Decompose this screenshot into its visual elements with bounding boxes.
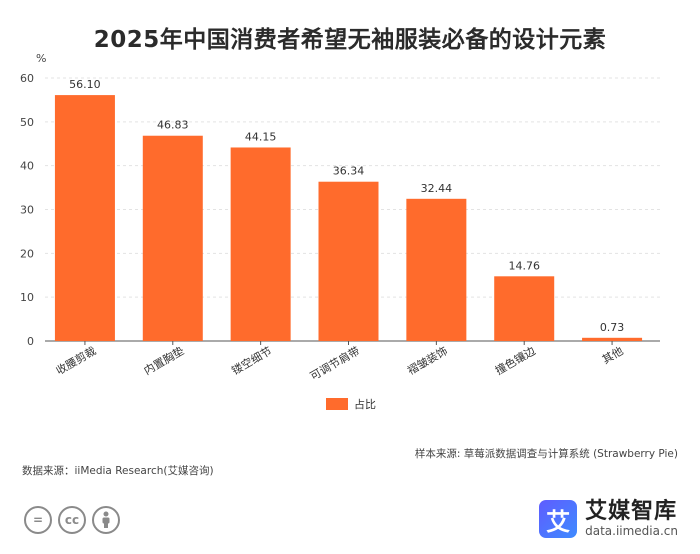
x-category-label: 可调节肩带 (307, 343, 362, 383)
x-category-label: 镂空细节 (229, 343, 274, 377)
chart-title: 2025年中国消费者希望无袖服装必备的设计元素 (93, 27, 607, 53)
x-category-label: 褶皱装饰 (405, 343, 450, 377)
bar[interactable] (494, 276, 555, 341)
y-tick-label: 0 (27, 335, 34, 348)
x-category-label: 其他 (600, 344, 626, 366)
attribution-icon (92, 506, 120, 534)
no-derivatives-icon: = (24, 506, 52, 534)
bar[interactable] (54, 95, 115, 341)
bar[interactable] (230, 147, 291, 341)
brand-name: 艾媒智库 (585, 499, 678, 525)
brand-url: data.iimedia.cn (585, 523, 678, 538)
bar-value-label: 36.34 (333, 165, 365, 178)
legend-swatch (326, 398, 348, 410)
bar-value-label: 44.15 (245, 130, 277, 143)
legend-label: 占比 (354, 398, 376, 411)
y-tick-label: 60 (20, 72, 34, 85)
brand-logo-icon: 艾 (539, 500, 578, 538)
x-category-label: 收腰剪裁 (53, 343, 98, 377)
bar-chart: % 0 10 20 30 40 50 60 56.10 收腰剪裁 46.83 内置胸垫 44.15 镂空… (20, 52, 660, 383)
y-tick-label: 10 (20, 291, 34, 304)
legend[interactable]: 占比 (326, 396, 376, 412)
bar[interactable] (142, 135, 203, 341)
license-icons: = cc (24, 506, 120, 534)
sample-source: 样本来源: 草莓派数据调查与计算系统 (Strawberry Pie) (414, 448, 678, 460)
bar-value-label: 32.44 (421, 182, 453, 195)
x-category-label: 内置胸垫 (141, 343, 186, 377)
y-tick-label: 50 (20, 116, 34, 129)
bar[interactable] (318, 181, 379, 341)
bar-value-label: 14.76 (508, 259, 540, 272)
data-source: 数据来源：iiMedia Research(艾媒咨询) (22, 465, 214, 477)
brand[interactable]: 艾 艾媒智库 data.iimedia.cn (539, 500, 678, 538)
y-axis-unit: % (36, 52, 46, 65)
bar-value-label: 0.73 (600, 321, 625, 334)
y-tick-label: 20 (20, 247, 34, 260)
y-tick-label: 40 (20, 160, 34, 173)
bar[interactable] (406, 198, 467, 341)
bar[interactable] (582, 337, 643, 341)
y-tick-label: 30 (20, 204, 34, 217)
bar-value-label: 46.83 (157, 119, 189, 132)
bar-layer (54, 95, 643, 341)
x-category-label: 撞色镶边 (493, 343, 538, 377)
bar-value-label: 56.10 (69, 78, 101, 91)
creative-commons-icon: cc (58, 506, 86, 534)
